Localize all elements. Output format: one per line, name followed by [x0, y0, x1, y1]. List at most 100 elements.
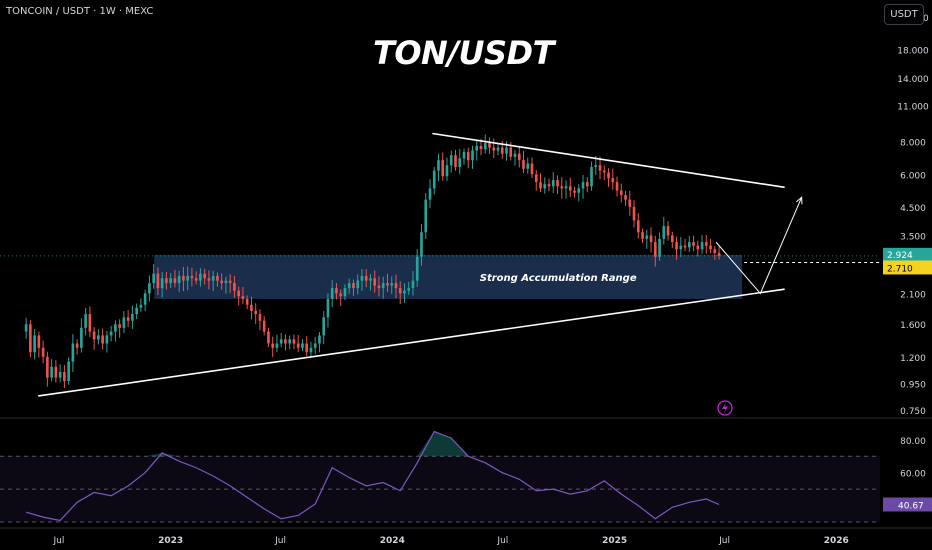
candle: [662, 226, 666, 239]
currency-button[interactable]: USDT: [884, 4, 924, 25]
candle: [347, 283, 351, 289]
last-price-label: 2.924: [887, 251, 913, 261]
candle: [84, 314, 87, 328]
candle: [373, 278, 377, 286]
candle: [131, 314, 134, 321]
candle: [590, 166, 593, 187]
candle: [250, 304, 253, 311]
candle: [449, 155, 453, 166]
candle: [335, 288, 338, 294]
price-axis-tick: 1.200: [900, 354, 926, 364]
candle: [666, 226, 670, 236]
candle: [271, 343, 275, 348]
price-axis-tick: 0.750: [900, 407, 926, 417]
candle: [58, 372, 62, 378]
rsi-axis-tick: 80.00: [900, 437, 926, 447]
candle: [339, 293, 343, 297]
candle: [186, 275, 189, 281]
price-axis-tick: 14.000: [897, 75, 929, 85]
candle: [683, 245, 687, 248]
candle: [551, 180, 555, 187]
candle: [122, 317, 126, 328]
candle: [513, 153, 517, 157]
candle: [377, 285, 381, 289]
candle: [636, 220, 640, 233]
candle: [471, 150, 474, 161]
candle: [182, 275, 185, 281]
candle: [173, 278, 177, 284]
candle: [381, 283, 385, 289]
candle: [483, 143, 487, 150]
candle: [67, 361, 70, 381]
candle: [649, 235, 653, 243]
candle: [88, 314, 92, 332]
candle: [216, 275, 219, 281]
candle: [679, 245, 683, 250]
candle: [687, 242, 691, 248]
candle: [279, 339, 283, 344]
candle: [313, 343, 317, 348]
time-axis-tick: Jul: [274, 536, 286, 546]
candle: [118, 324, 121, 328]
candle: [420, 232, 423, 257]
symbol-title: TONCOIN / USDT · 1W · MEXC: [6, 6, 154, 17]
candle: [475, 146, 479, 151]
candle: [254, 310, 257, 315]
candle: [581, 182, 585, 189]
projection-path: [715, 197, 803, 295]
price-axis-tick: 4.500: [900, 204, 926, 214]
candle: [675, 242, 678, 250]
candle: [598, 165, 602, 171]
candle: [560, 186, 564, 189]
candle: [517, 153, 521, 161]
price-axis-tick: 6.000: [900, 171, 926, 181]
candle: [394, 283, 398, 289]
candle: [245, 298, 249, 305]
candle: [556, 180, 559, 187]
candle: [211, 275, 215, 281]
candle: [237, 290, 240, 297]
candle: [653, 242, 657, 257]
candle: [258, 314, 262, 321]
candle: [454, 155, 457, 167]
candle: [169, 278, 172, 284]
candle: [233, 283, 236, 291]
price-axis-tick: 0.950: [900, 380, 926, 390]
time-axis-tick: 2026: [824, 536, 849, 546]
rsi-axis-tick: 60.00: [900, 470, 926, 480]
candle: [292, 339, 296, 344]
candle: [63, 372, 66, 381]
candle: [152, 273, 155, 284]
candle: [700, 242, 704, 250]
candle: [658, 238, 661, 257]
candle: [539, 182, 542, 189]
candle: [301, 343, 304, 348]
candle: [573, 190, 576, 193]
candle: [492, 147, 496, 151]
candle: [190, 275, 194, 279]
candle: [432, 170, 436, 189]
price-axis-tick: 8.000: [900, 139, 926, 149]
candle: [330, 288, 334, 299]
accumulation-zone-label: Strong Accumulation Range: [480, 273, 637, 284]
candle: [369, 278, 372, 281]
candle: [360, 275, 364, 281]
rsi-value-tag: [883, 497, 932, 512]
candle: [296, 343, 300, 348]
candle: [267, 331, 270, 344]
candle: [602, 170, 606, 173]
candle: [526, 163, 530, 169]
candle: [275, 343, 279, 348]
candle: [284, 339, 287, 344]
candle: [564, 186, 568, 189]
rsi-overbought-fill: [26, 431, 720, 457]
candle: [139, 304, 143, 308]
candle: [109, 331, 113, 336]
candle: [114, 324, 117, 332]
candle: [437, 160, 440, 171]
candle: [41, 347, 45, 357]
candle: [309, 347, 313, 353]
candle: [33, 335, 36, 353]
